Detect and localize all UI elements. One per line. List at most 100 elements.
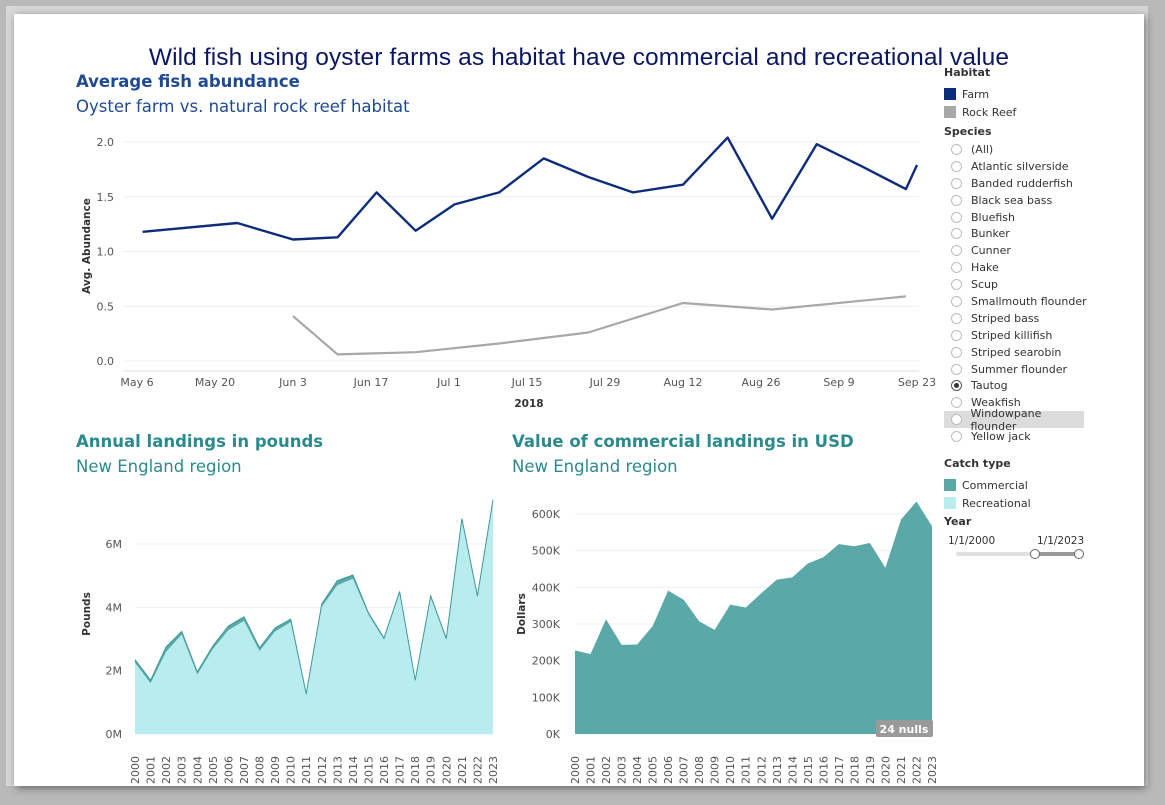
usd-x-tick: 2003 (616, 756, 629, 784)
year-slider-start-handle[interactable] (1030, 549, 1040, 559)
usd-x-tick: 2002 (600, 756, 613, 784)
nulls-badge-label[interactable]: 24 nulls (880, 723, 929, 736)
species-option-label: Smallmouth flounder (971, 294, 1087, 308)
habitat-legend-title: Habitat (944, 66, 991, 79)
species-option-label: Striped killifish (971, 328, 1053, 342)
year-slider-end-handle[interactable] (1074, 549, 1084, 559)
radio-button-icon[interactable] (951, 160, 962, 172)
abundance-y-tick: 2.0 (97, 136, 115, 149)
catch-type-legend: Catch type Commercial Recreational (944, 457, 1031, 512)
species-option[interactable]: Striped bass (944, 310, 1087, 327)
radio-button-icon[interactable] (951, 228, 962, 240)
species-option[interactable]: Scup (944, 276, 1087, 293)
pounds-area-recreational (135, 501, 493, 734)
pounds-x-tick: 2020 (440, 756, 453, 784)
pounds-x-tick: 2003 (176, 756, 189, 784)
species-option-label: Cunner (971, 244, 1011, 258)
species-option[interactable]: Striped searobin (944, 344, 1087, 361)
catch-legend-commercial[interactable]: Commercial (944, 476, 1031, 494)
species-option[interactable]: Striped killifish (944, 327, 1087, 344)
species-option[interactable]: Summer flounder (944, 361, 1087, 378)
abundance-chart-subtitle: Oyster farm vs. natural rock reef habita… (76, 97, 410, 116)
pounds-x-tick: 2022 (471, 756, 484, 784)
species-option[interactable]: Tautog (944, 377, 1087, 394)
usd-chart-title: Value of commercial landings in USD (512, 432, 854, 451)
abundance-y-tick: 1.0 (97, 246, 115, 259)
radio-button-icon[interactable] (951, 177, 962, 189)
species-option-label: Weakfish (971, 396, 1021, 410)
usd-x-tick: 2016 (817, 756, 830, 784)
radio-button-icon[interactable] (951, 194, 962, 206)
species-option[interactable]: Cunner (944, 242, 1087, 259)
usd-x-tick: 2007 (678, 756, 691, 784)
species-option-label: Bluefish (971, 210, 1015, 224)
pounds-x-tick: 2011 (300, 756, 313, 784)
usd-y-tick: 100K (532, 691, 561, 704)
radio-button-icon[interactable] (951, 211, 962, 223)
species-option-label: Bunker (971, 227, 1010, 241)
abundance-x-tick: May 6 (120, 376, 153, 389)
radio-button-icon[interactable] (951, 143, 962, 155)
species-option-label: Scup (971, 278, 998, 292)
habitat-legend-rock-reef[interactable]: Rock Reef (944, 103, 1016, 121)
abundance-y-tick: 0.5 (97, 300, 115, 313)
pounds-x-tick: 2023 (487, 756, 500, 784)
nulls-badge (876, 720, 933, 737)
species-option[interactable]: Windowpane flounder (944, 407, 1084, 433)
usd-y-axis-label: Dollars (516, 593, 528, 635)
radio-button-icon[interactable] (951, 262, 962, 274)
species-option[interactable]: Weakfish (944, 394, 1087, 411)
radio-button-icon[interactable] (951, 346, 962, 358)
abundance-x-tick: Jul 15 (511, 376, 543, 389)
radio-button-icon[interactable] (951, 363, 962, 375)
radio-button-icon[interactable] (951, 295, 962, 307)
pounds-y-axis-label: Pounds (81, 592, 93, 636)
radio-button-icon[interactable] (951, 380, 962, 392)
species-option-label: Atlantic silverside (971, 159, 1069, 173)
species-option[interactable]: Atlantic silverside (944, 158, 1087, 175)
species-option-label: Banded rudderfish (971, 176, 1073, 190)
pounds-x-tick: 2021 (456, 756, 469, 784)
abundance-y-tick: 1.5 (97, 191, 115, 204)
pounds-x-tick: 2000 (129, 756, 142, 784)
species-filter: Species (All) Atlantic silverside Banded r… (944, 125, 1087, 445)
species-option[interactable]: Black sea bass (944, 192, 1087, 209)
abundance-x-tick: Sep 23 (898, 376, 936, 389)
species-option[interactable]: (All) (944, 141, 1087, 158)
radio-button-icon[interactable] (951, 245, 962, 257)
radio-button-icon[interactable] (951, 431, 962, 443)
usd-y-tick: 600K (532, 508, 561, 521)
habitat-legend-label: Rock Reef (962, 105, 1017, 119)
catch-legend-recreational[interactable]: Recreational (944, 494, 1031, 512)
species-option-label: Black sea bass (971, 193, 1053, 207)
radio-button-icon[interactable] (951, 329, 962, 341)
abundance-y-axis-label: Avg. Abundance (81, 198, 93, 294)
species-option[interactable]: Bunker (944, 225, 1087, 242)
species-option[interactable]: Yellow jack (944, 428, 1087, 445)
abundance-x-tick: May 20 (195, 376, 235, 389)
radio-button-icon[interactable] (951, 397, 962, 409)
pounds-area-outline (134, 499, 494, 694)
pounds-x-tick: 2002 (160, 756, 173, 784)
radio-button-icon[interactable] (951, 414, 962, 426)
year-filter-title: Year (944, 515, 972, 528)
abundance-x-tick: Sep 9 (823, 376, 854, 389)
usd-y-tick: 500K (532, 545, 561, 558)
species-option[interactable]: Hake (944, 259, 1087, 276)
radio-button-icon[interactable] (951, 312, 962, 324)
habitat-legend-farm[interactable]: Farm (944, 85, 1016, 103)
radio-button-icon[interactable] (951, 279, 962, 291)
species-option[interactable]: Banded rudderfish (944, 175, 1087, 192)
usd-x-tick: 2017 (833, 756, 846, 784)
species-option-label: Tautog (971, 379, 1008, 393)
pounds-chart-title: Annual landings in pounds (76, 432, 324, 451)
abundance-line-chart: 2.0 1.5 1.0 0.5 0.0 May 6 May 20 Jun 3 Jun 17 Jul… (81, 136, 936, 410)
pounds-y-tick: 4M (106, 601, 123, 614)
species-option[interactable]: Bluefish (944, 209, 1087, 226)
catch-legend-label: Commercial (962, 478, 1028, 492)
usd-x-tick: 2000 (569, 756, 582, 784)
usd-x-tick: 2009 (709, 756, 722, 784)
year-slider-track[interactable] (956, 552, 1082, 556)
species-option[interactable]: Smallmouth flounder (944, 293, 1087, 310)
